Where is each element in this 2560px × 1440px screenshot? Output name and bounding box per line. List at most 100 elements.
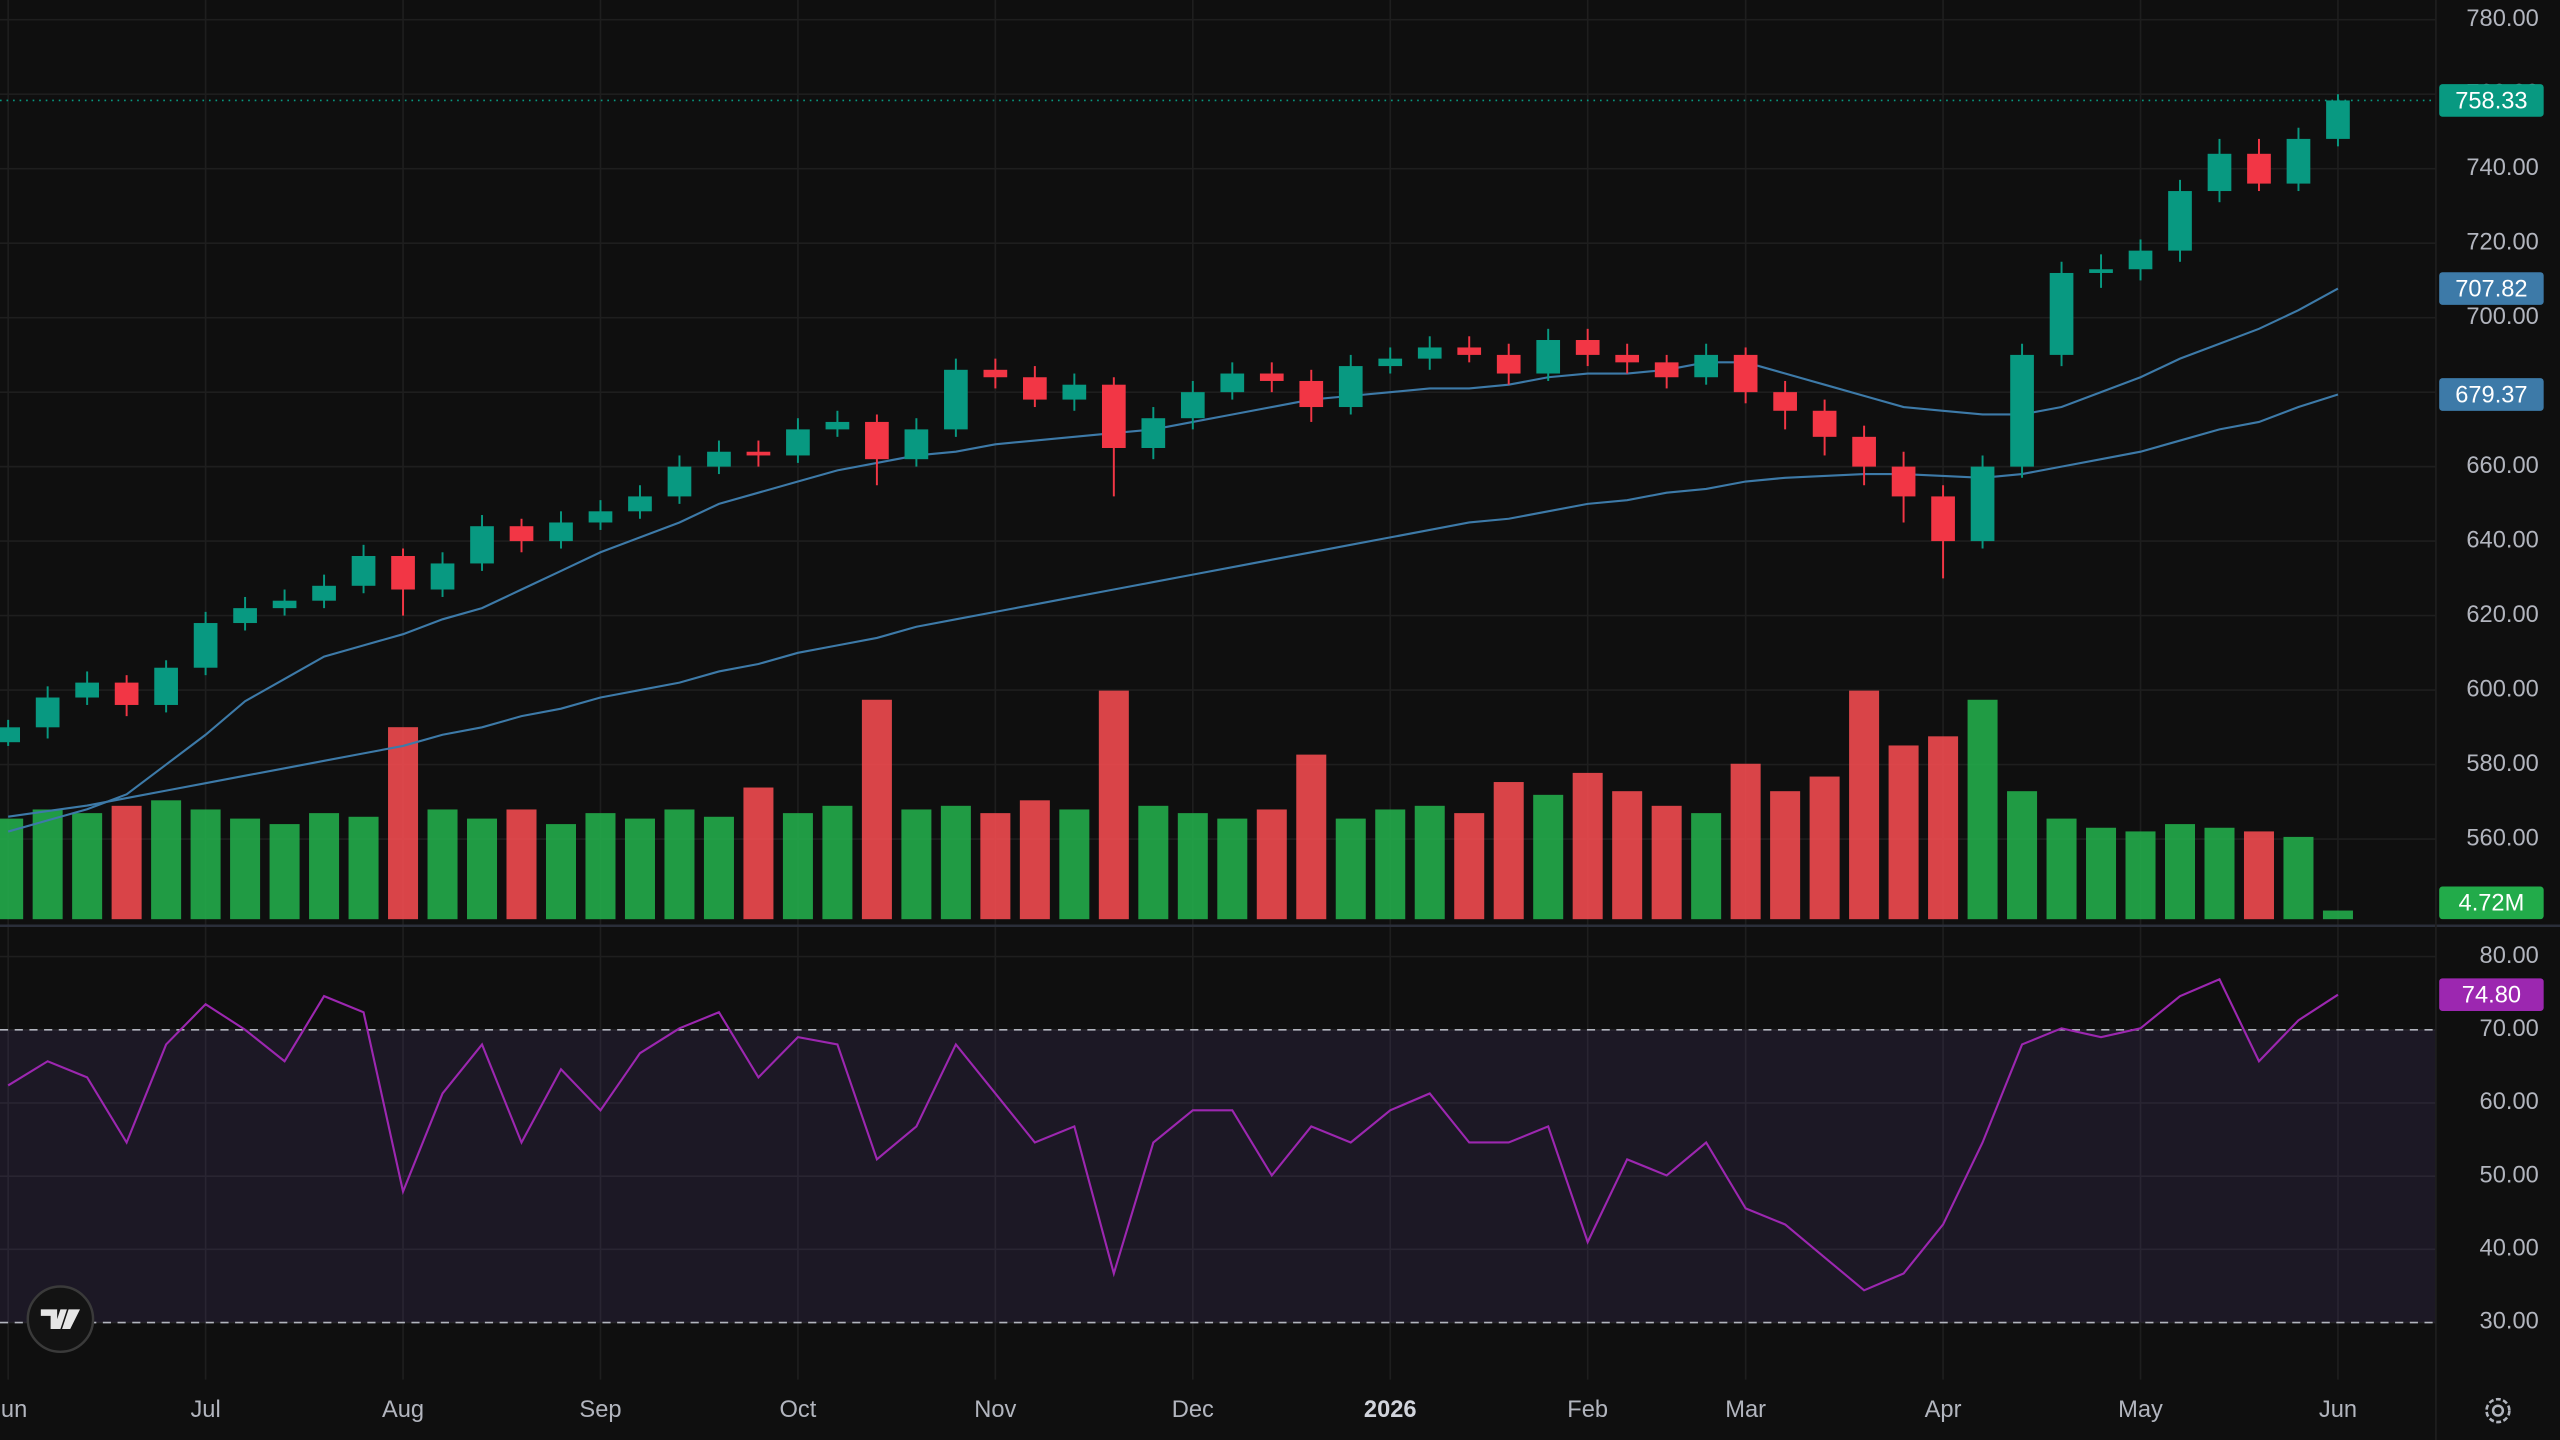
candle-body (1694, 354, 1718, 378)
y-tick-label: 620.00 (2466, 602, 2538, 628)
rsi-tag: 74.80 (2462, 983, 2521, 1009)
volume-bar (1296, 754, 1327, 920)
rsi-tick-label: 30.00 (2480, 1309, 2539, 1335)
candle-body (1299, 380, 1324, 408)
y-tick-label: 560.00 (2466, 825, 2538, 851)
x-tick-label: Feb (1567, 1397, 1608, 1423)
settings-button[interactable] (2485, 1397, 2511, 1424)
volume-bar (1612, 791, 1643, 920)
rsi-tick-label: 70.00 (2480, 1016, 2539, 1042)
candle-body (588, 511, 613, 523)
volume-bar (2046, 818, 2077, 920)
volume-bar (72, 813, 103, 920)
rsi-band (0, 1029, 2436, 1323)
candle-body (1457, 347, 1482, 355)
x-tick-label: May (2118, 1397, 2163, 1423)
candle-body (1101, 384, 1126, 449)
candle-body (1536, 340, 1561, 374)
candle-body (667, 466, 692, 497)
candle-body (1180, 392, 1205, 419)
volume-bar (703, 816, 734, 920)
volume-bar (1217, 818, 1248, 920)
volume-bar (1928, 736, 1959, 920)
x-tick-label: Mar (1725, 1397, 1766, 1423)
volume-bar (0, 818, 24, 920)
volume-bar (782, 813, 813, 920)
candle-body (1023, 377, 1047, 400)
x-tick-label: Dec (1172, 1397, 1214, 1423)
candle-body (1654, 362, 1679, 378)
candle-body (470, 526, 494, 564)
ma-tag: 679.37 (2455, 382, 2527, 408)
candle-body (2207, 153, 2232, 192)
volume-bar (861, 699, 892, 920)
candle-body (2326, 100, 2350, 139)
candle-body (1259, 373, 1284, 381)
y-tick-label: 720.00 (2466, 229, 2538, 255)
volume-bar (1019, 800, 1050, 920)
candle-body (1220, 373, 1245, 393)
volume-bar (1888, 745, 1919, 920)
rsi-tick-label: 80.00 (2480, 943, 2539, 969)
volume-bar (1770, 791, 1801, 920)
candle-body (2010, 354, 2034, 467)
volume-bar (1138, 805, 1169, 920)
candle-body (2168, 191, 2192, 251)
volume-bar (940, 805, 971, 920)
candle-body (509, 526, 534, 542)
candle-body (549, 522, 573, 542)
last-price-tag: 758.33 (2455, 88, 2527, 114)
candle-body (193, 623, 218, 668)
volume-bar (2165, 824, 2196, 920)
rsi-tick-label: 60.00 (2480, 1089, 2539, 1115)
candle-body (904, 429, 929, 460)
x-tick-label: Apr (1925, 1397, 1962, 1423)
x-tick-label: Jun (2319, 1397, 2357, 1423)
candle-body (2089, 269, 2113, 273)
candle-body (746, 451, 771, 456)
x-tick-label: Jun (0, 1397, 27, 1423)
volume-bar (1177, 813, 1208, 920)
logo[interactable] (26, 1285, 95, 1354)
volume-bar (2283, 836, 2314, 920)
volume-bar (1493, 782, 1524, 920)
candle-body (233, 608, 257, 624)
candle-body (1891, 466, 1916, 497)
volume-tag-bg (2439, 886, 2544, 920)
candle-body (430, 563, 455, 590)
volume-bar (1454, 813, 1485, 920)
volume-bar (348, 816, 379, 920)
volume-bar (111, 805, 142, 920)
volume-bar (1809, 776, 1840, 920)
volume-bar (1414, 805, 1445, 920)
candle-body (1575, 340, 1600, 355)
y-tick-label: 580.00 (2466, 751, 2538, 777)
volume-bar (2204, 827, 2235, 920)
volume-bar (309, 813, 340, 920)
volume-tag: 4.72M (2459, 891, 2525, 917)
volume-bar (269, 824, 300, 920)
candle-body (707, 451, 731, 467)
candle-body (1812, 410, 1837, 437)
volume-bar (624, 818, 655, 920)
candle-body (2049, 272, 2074, 355)
volume-bar (32, 809, 63, 920)
candle-body (2286, 138, 2311, 184)
candle-body (1338, 366, 1363, 408)
volume-bar (743, 787, 774, 920)
volume-bar (2086, 827, 2117, 920)
last-price-tag-bg (2439, 84, 2544, 117)
rsi-tick-label: 50.00 (2480, 1162, 2539, 1188)
candle-body (1615, 354, 1640, 363)
volume-bar (1375, 809, 1406, 920)
candle-body (786, 429, 810, 456)
candle-body (1931, 496, 1955, 542)
candle-body (114, 682, 139, 705)
y-tick-label: 700.00 (2466, 304, 2538, 330)
volume-bar (190, 809, 221, 920)
ma-tag-bg (2439, 378, 2544, 411)
candle-body (2247, 153, 2271, 184)
